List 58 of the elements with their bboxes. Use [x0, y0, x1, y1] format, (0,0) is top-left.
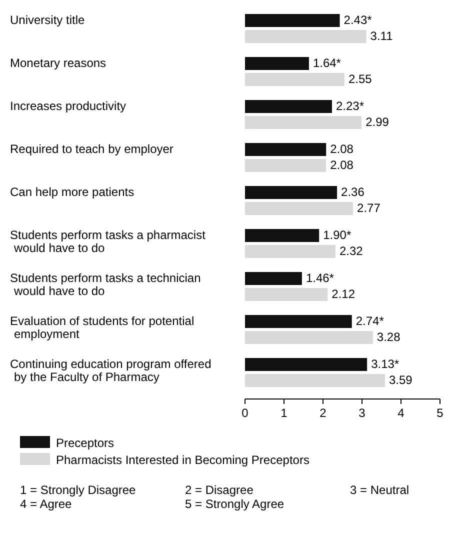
data-label: 2.32 [339, 244, 364, 258]
bar [245, 245, 336, 258]
bar [245, 315, 352, 328]
data-label: 2.99 [366, 115, 390, 129]
data-label: 2.08 [330, 158, 354, 172]
bar [245, 229, 320, 242]
bar [245, 272, 302, 285]
bar [245, 14, 340, 27]
x-tick-label: 3 [358, 406, 366, 420]
data-label: 2.23* [336, 99, 364, 113]
data-label: 2.12 [332, 287, 356, 301]
data-label: 2.77 [357, 201, 381, 215]
text: 4 = Agree [20, 497, 72, 511]
data-label: 2.36 [341, 185, 365, 199]
y-tick-label: Monetary reasons [10, 56, 106, 70]
text: 3 = Neutral [350, 483, 410, 497]
x-tick-label: 2 [320, 406, 327, 420]
bar [245, 73, 344, 86]
bar [245, 116, 362, 129]
x-tick-label: 1 [280, 406, 288, 420]
y-tick-label: Required to teach by employer [10, 142, 174, 156]
data-label: 3.13* [371, 357, 400, 371]
data-label: 3.28 [376, 330, 401, 344]
data-label: 3.59 [389, 373, 413, 387]
data-label: 3.11 [370, 29, 394, 43]
y-tick-label: University title [10, 13, 86, 27]
bar [245, 143, 326, 156]
data-label: 2.43* [344, 13, 372, 27]
data-label: 1.90* [323, 228, 352, 242]
y-tick-label: Increases productivity [10, 99, 126, 113]
bar [245, 331, 373, 344]
y-tick-label: Students perform tasks a technician would have to do [10, 271, 201, 298]
y-tick-label: Students perform tasks a pharmacist would have to do [10, 228, 206, 255]
bar [245, 100, 332, 113]
text: 5 = Strongly Agree [185, 497, 284, 511]
bar [245, 288, 328, 301]
bar [245, 358, 368, 371]
bar [245, 57, 309, 70]
data-label: 2.55 [348, 72, 372, 86]
text: 2 = Disagree [185, 483, 254, 497]
x-tick-label: 5 [436, 406, 444, 420]
legend-label: Pharmacists Interested in Becoming Preceptors [56, 453, 310, 467]
legend-label: Preceptors [56, 436, 114, 450]
bar [245, 202, 354, 215]
y-tick-label: Continuing education program offered by the Faculty of Pharmacy [10, 357, 212, 384]
bar [245, 186, 338, 199]
y-tick-label: Evaluation of students for potential employment [10, 314, 194, 341]
text: 1 = Strongly Disagree [20, 483, 136, 497]
bar [245, 30, 366, 43]
x-tick-label: 0 [242, 406, 249, 420]
data-label: 2.08 [330, 142, 354, 156]
data-label: 2.74* [356, 314, 384, 328]
data-label: 1.46* [306, 271, 334, 285]
y-tick-label: Can help more patients [10, 185, 134, 199]
data-label: 1.64* [312, 56, 342, 70]
bar [245, 374, 386, 387]
x-tick-label: 4 [398, 406, 405, 420]
bar [245, 159, 326, 172]
